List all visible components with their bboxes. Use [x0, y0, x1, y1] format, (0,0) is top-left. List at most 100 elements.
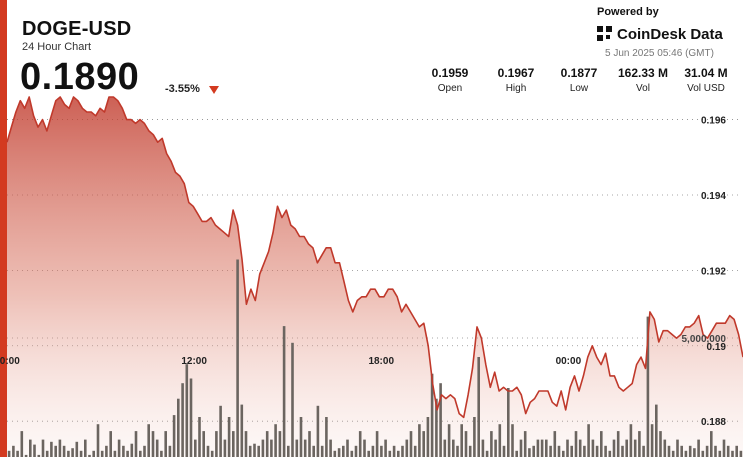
volume-bar — [388, 450, 392, 457]
volume-bar — [62, 445, 66, 457]
stat-value: 0.1967 — [497, 66, 535, 80]
volume-bar — [507, 388, 510, 457]
volume-bar — [532, 445, 535, 457]
volume-bar — [718, 450, 722, 457]
volume-bar — [726, 445, 730, 457]
volume-bar — [337, 448, 341, 457]
volume-bar — [33, 444, 36, 457]
volume-bar — [308, 431, 311, 457]
volume-bar — [58, 439, 62, 457]
volume-bar — [67, 450, 70, 457]
volume-bar — [587, 424, 590, 457]
volume-bar — [557, 445, 561, 457]
volume-axis: 5,000,000 — [682, 334, 727, 345]
volume-bar — [172, 415, 176, 457]
volume-bar — [100, 450, 104, 457]
volume-bar — [265, 431, 269, 457]
volume-bar — [485, 450, 489, 457]
y-tick-label: 0.19 — [707, 342, 727, 353]
volume-bar — [625, 439, 628, 457]
volume-bar — [545, 439, 548, 457]
volume-bar — [595, 445, 599, 457]
volume-bar — [549, 445, 552, 457]
stat-label: Low — [569, 83, 589, 94]
stat-value: 0.1959 — [431, 66, 469, 80]
volume-bar — [325, 417, 328, 457]
volume-bar — [570, 445, 573, 457]
x-axis-ticks: 00:00 12:00 18:00 00:00 — [0, 356, 582, 367]
volume-bar — [329, 439, 332, 457]
volume-bar — [650, 424, 654, 457]
volume-bar — [194, 439, 197, 457]
volume-bar — [578, 439, 582, 457]
volume-bar — [739, 450, 743, 457]
volume-bar — [236, 259, 239, 457]
x-tick-label: 12:00 — [181, 356, 207, 367]
brand-name: CoinDesk Data — [617, 25, 723, 43]
volume-bar — [160, 450, 163, 457]
stat-label: Open — [437, 83, 463, 94]
volume-bar — [96, 424, 100, 457]
volume-bar — [566, 439, 569, 457]
stat-open: 0.1959 Open — [418, 66, 482, 94]
symbol-title: DOGE-USD — [22, 18, 132, 40]
volume-bar — [177, 398, 180, 457]
volume-bar — [29, 439, 32, 457]
price-area-fill — [7, 97, 743, 457]
volume-bar — [88, 454, 91, 457]
volume-bar — [24, 454, 28, 457]
volume-bar — [210, 450, 214, 457]
volume-bar — [638, 431, 641, 457]
chart-subtitle: 24 Hour Chart — [22, 41, 92, 53]
volume-bar — [16, 450, 19, 457]
volume-bar — [278, 431, 282, 457]
volume-bar — [147, 424, 150, 457]
volume-bar — [405, 439, 409, 457]
volume-bar — [447, 424, 451, 457]
volume-bar — [363, 439, 366, 457]
volume-bar — [130, 443, 134, 457]
volume-bar — [312, 445, 315, 457]
volume-bar — [117, 439, 121, 457]
stat-low: 0.1877 Low — [547, 66, 611, 94]
volume-bar — [12, 445, 15, 457]
volume-bar — [41, 439, 45, 457]
volume-bar — [282, 326, 286, 457]
price-line-group — [6, 96, 743, 419]
volume-bar — [688, 445, 692, 457]
y-tick-label: 0.196 — [701, 116, 726, 127]
volume-bar — [502, 445, 506, 457]
volume-bar — [464, 431, 468, 457]
volume-bar — [710, 431, 713, 457]
volume-bar — [693, 448, 696, 457]
volume-bar — [185, 364, 189, 457]
stat-value: 162.33 M — [617, 66, 669, 80]
volume-bar — [418, 424, 421, 457]
x-tick-label: 18:00 — [368, 356, 394, 367]
volume-bar — [54, 445, 57, 457]
volume-bar — [642, 445, 645, 457]
stat-value: 0.1877 — [560, 66, 598, 80]
volume-bar — [562, 450, 565, 457]
volume-bar — [253, 443, 256, 457]
volume-bar — [604, 445, 607, 457]
volume-bar — [316, 405, 320, 457]
volume-bar — [274, 424, 277, 457]
volume-bar — [384, 439, 387, 457]
x-tick-label: 00:00 — [556, 356, 582, 367]
x-tick-label: 00:00 — [0, 356, 20, 367]
volume-bar — [680, 445, 683, 457]
volume-bar — [667, 445, 671, 457]
volume-bar — [536, 439, 540, 457]
volume-bar — [553, 431, 557, 457]
volume-bar — [731, 450, 734, 457]
volume-bar — [655, 404, 658, 457]
volume-bar — [701, 450, 705, 457]
volume-bar — [671, 450, 675, 457]
volume-bar — [612, 439, 616, 457]
volume-bar — [248, 445, 252, 457]
volume-bar — [257, 445, 260, 457]
volume-bar — [134, 431, 138, 457]
stat-volume-usd: 31.04 M Vol USD — [674, 66, 738, 94]
